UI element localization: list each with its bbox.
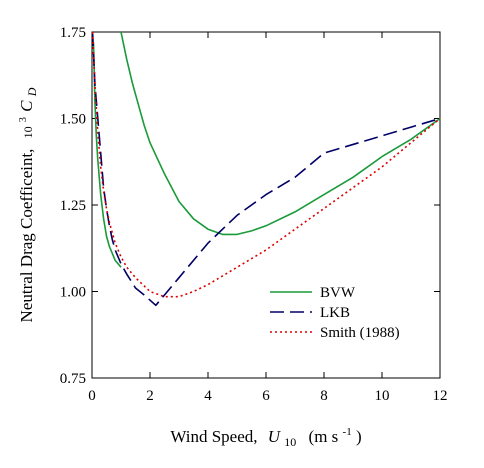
- x-axis-title-var: U: [268, 427, 282, 446]
- x-tick-label: 0: [88, 388, 96, 404]
- series-line: [92, 42, 122, 268]
- y-axis-title: Neutral Drag Coefficeint, 10 3 C D: [11, 87, 39, 322]
- x-axis-title-unit-open: (m s: [309, 427, 339, 446]
- series-line: [91, 31, 441, 307]
- x-tick-label: 6: [262, 388, 270, 404]
- legend-label: LKB: [320, 305, 350, 321]
- x-tick-label: 2: [146, 388, 154, 404]
- y-tick-label: 1.25: [60, 198, 86, 214]
- x-tick-label: 4: [204, 388, 212, 404]
- y-tick-label: 1.00: [60, 285, 86, 301]
- y-axis-title-main: Neutral Drag Coefficeint,: [17, 149, 36, 323]
- y-tick-label: 1.75: [60, 25, 86, 41]
- legend-label: Smith (1988): [320, 325, 400, 341]
- series-layer: [91, 31, 441, 307]
- x-axis-title-unit-close: ): [356, 427, 362, 446]
- x-tick-label: 10: [375, 388, 390, 404]
- x-tick-label: 12: [433, 388, 448, 404]
- y-tick-label: 1.50: [60, 112, 86, 128]
- x-axis-title-unit-exp: -1: [343, 426, 352, 438]
- legend: BVW LKB Smith (1988): [270, 285, 400, 341]
- series-line: [91, 31, 441, 298]
- y-tick-label: 0.75: [60, 371, 86, 387]
- x-axis-title: Wind Speed, U 10 (m s -1 ): [170, 420, 361, 450]
- y-axis-title-prefix: 10: [21, 126, 35, 138]
- x-axis-title-main: Wind Speed,: [170, 427, 257, 446]
- axis-ticks: 0 2 4 6 8 10 12 0.75 1.00 1.25 1.50 1.75: [60, 25, 448, 404]
- x-tick-label: 8: [320, 388, 328, 404]
- legend-label: BVW: [320, 285, 356, 301]
- y-axis-title-sub: D: [25, 87, 39, 97]
- x-axis-title-sub: 10: [284, 435, 296, 449]
- series-line: [120, 31, 441, 236]
- y-axis-title-var: C: [17, 100, 36, 112]
- y-axis-title-prefix-exp: 3: [18, 117, 29, 122]
